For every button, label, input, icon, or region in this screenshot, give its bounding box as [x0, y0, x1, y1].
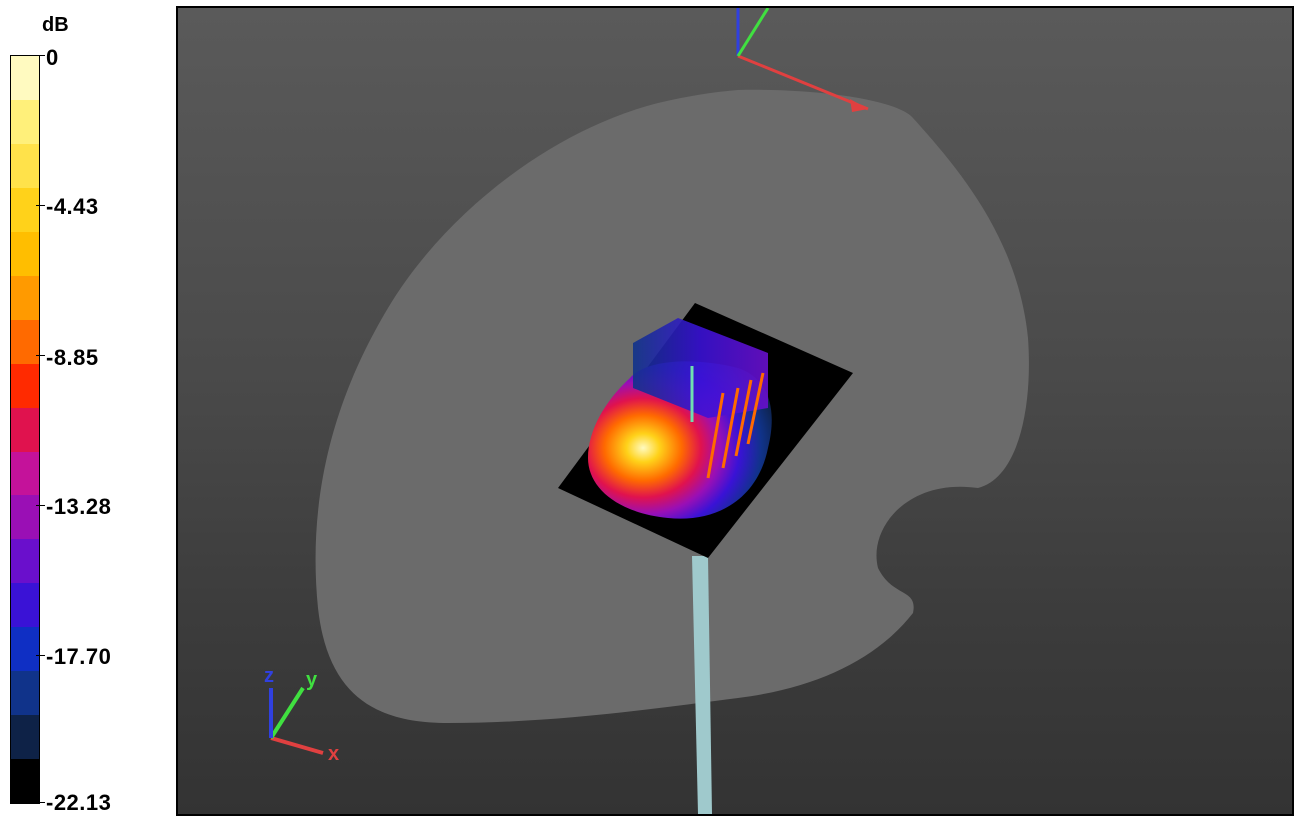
triad-y-label: y — [306, 669, 318, 691]
colorbar-swatch — [11, 231, 39, 276]
colorbar-legend: dB 0 -4.43 -8.85 -13.28 -17.70 -22.13 — [0, 0, 175, 816]
colorbar-tick-label: -13.28 — [46, 494, 112, 519]
triad-z-label: z — [264, 665, 274, 687]
colorbar-swatch — [11, 495, 39, 540]
colorbar-swatch — [11, 759, 39, 803]
colorbar-tick — [36, 655, 45, 656]
colorbar — [10, 55, 40, 804]
colorbar-tick-label: -4.43 — [46, 194, 99, 219]
triad-x-label: x — [328, 743, 339, 765]
colorbar-tick — [36, 355, 45, 356]
colorbar-swatch — [11, 715, 39, 760]
colorbar-tick-label: -22.13 — [46, 790, 112, 815]
orientation-triad: x y z — [264, 665, 339, 765]
colorbar-swatch — [11, 407, 39, 452]
colorbar-tick-label: -8.85 — [46, 345, 99, 370]
colorbar-tick — [36, 205, 45, 206]
colorbar-tick — [36, 55, 45, 56]
colorbar-swatch — [11, 363, 39, 408]
3d-scene: x y z — [264, 8, 1029, 814]
colorbar-swatch — [11, 187, 39, 232]
colorbar-tick-label: 0 — [46, 45, 59, 70]
colorbar-swatch — [11, 100, 39, 144]
colorbar-swatch — [11, 56, 39, 100]
colorbar-swatch — [11, 539, 39, 584]
colorbar-swatch — [11, 671, 39, 716]
colorbar-swatch — [11, 627, 39, 672]
colorbar-swatch — [11, 583, 39, 628]
colorbar-tick-label: -17.70 — [46, 644, 112, 669]
radiation-pattern-fins — [706, 372, 765, 479]
colorbar-swatch — [11, 275, 39, 320]
colorbar-swatch — [11, 319, 39, 364]
colorbar-tick — [36, 505, 45, 506]
colorbar-unit-label: dB — [42, 14, 69, 36]
scene-axes — [736, 8, 869, 112]
colorbar-swatch — [11, 143, 39, 188]
colorbar-swatch — [11, 451, 39, 496]
radiation-pattern-slabs — [633, 318, 768, 418]
3d-viewport[interactable]: x y z — [176, 6, 1294, 816]
feed-line — [692, 556, 712, 814]
colorbar-tick — [36, 802, 45, 803]
